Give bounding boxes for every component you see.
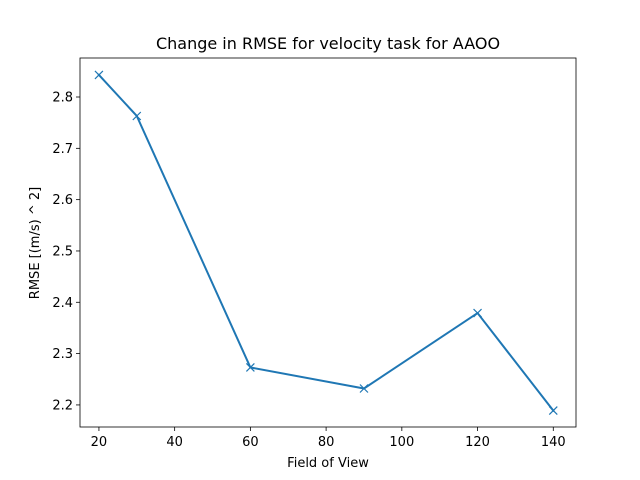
data-point-marker bbox=[548, 406, 558, 416]
series-line bbox=[97, 73, 555, 412]
y-tick-label: 2.6 bbox=[52, 193, 73, 208]
chart-title: Change in RMSE for velocity task for AAO… bbox=[156, 34, 500, 53]
x-tick-label: 80 bbox=[318, 435, 335, 450]
x-tick-label: 100 bbox=[389, 435, 414, 450]
y-tick-label: 2.8 bbox=[52, 91, 73, 106]
x-tick-label: 120 bbox=[465, 435, 490, 450]
data-point-marker bbox=[132, 111, 142, 121]
x-tick-label: 20 bbox=[91, 435, 108, 450]
x-tick-label: 60 bbox=[242, 435, 259, 450]
y-tick-label: 2.2 bbox=[52, 398, 73, 413]
y-tick-label: 2.3 bbox=[52, 347, 73, 362]
x-tick-label: 140 bbox=[541, 435, 566, 450]
series-layer bbox=[94, 70, 558, 416]
y-tick-label: 2.5 bbox=[52, 244, 73, 259]
data-point-marker bbox=[473, 308, 482, 318]
y-tick-label: 2.7 bbox=[52, 142, 73, 157]
data-point-marker bbox=[245, 363, 255, 372]
y-axis-label: RMSE [(m/s) ^ 2] bbox=[28, 187, 43, 299]
data-point-marker bbox=[359, 384, 369, 393]
y-tick-label: 2.4 bbox=[52, 296, 73, 311]
plot-frame bbox=[79, 57, 577, 428]
data-point-marker bbox=[94, 70, 104, 80]
ticks-layer: 20 40 60 80 100 120 140 2.2 2.3 2.4 2.5 2.6 2.7 2.8 bbox=[52, 91, 565, 450]
x-axis-label: Field of View bbox=[287, 456, 369, 471]
x-tick-label: 40 bbox=[166, 435, 183, 450]
